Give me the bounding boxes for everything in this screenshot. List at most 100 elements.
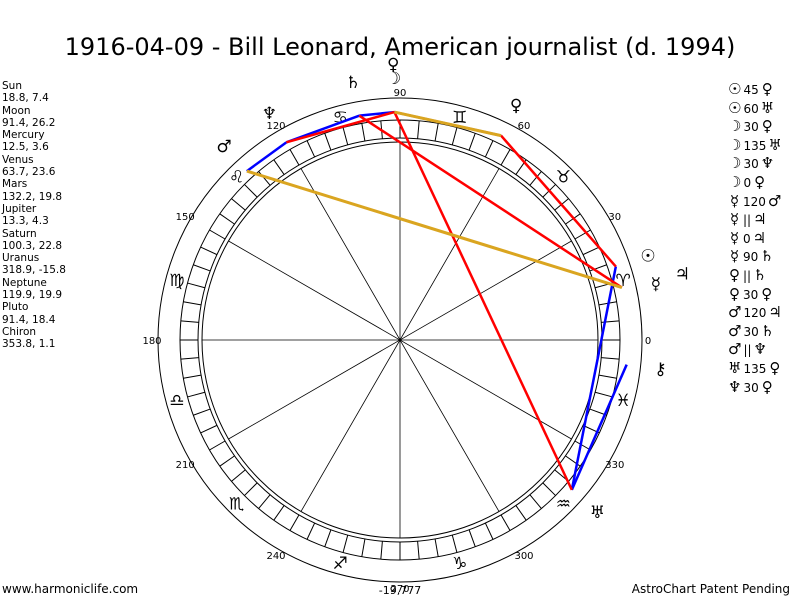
degree-tick [361, 538, 366, 557]
aspect-line [286, 110, 395, 144]
degree-tick [273, 505, 285, 521]
aspect-type: 135 [743, 138, 767, 153]
aspect-planet-glyph: ♄ [760, 247, 774, 266]
degree-tick [484, 522, 494, 540]
degree-tick [209, 229, 226, 240]
degree-tick [601, 357, 620, 360]
zodiac-sign-glyph: ♌ [229, 168, 244, 188]
aspect-type: 120 [743, 306, 767, 321]
aspect-planet-glyph: ☽ [728, 154, 742, 173]
degree-tick [529, 494, 542, 509]
degree-label: 120 [266, 121, 285, 132]
aspect-row: ♂ 30 ♄ [728, 322, 798, 341]
aspect-type: || [743, 213, 752, 228]
aspect-planet-glyph: ♃ [752, 228, 767, 247]
degree-label: 240 [266, 551, 285, 562]
degree-tick [574, 229, 591, 240]
position-name: Moon [2, 104, 31, 117]
aspect-type: 120 [743, 194, 766, 209]
degree-tick [187, 282, 206, 289]
footer-patent: AstroChart Patent Pending [631, 582, 790, 596]
aspect-planet-glyph: ♆ [753, 340, 767, 359]
aspect-planet-glyph: ♀ [761, 284, 773, 303]
aspect-type: 30 [743, 287, 759, 302]
aspect-line [246, 141, 288, 173]
degree-tick [500, 149, 511, 166]
planet-glyph: ☿ [651, 274, 661, 294]
footer-website[interactable]: www.harmoniclife.com [2, 582, 139, 596]
degree-tick [515, 505, 527, 521]
aspect-planet-glyph: ☉ [728, 98, 742, 117]
aspect-row: ♅ 135 ♀ [728, 359, 798, 378]
position-value: 18.8, 7.4 [2, 92, 49, 105]
degree-tick [417, 541, 420, 560]
degree-label: 0 [645, 336, 651, 347]
aspect-row: ♀ 30 ♀ [728, 285, 798, 304]
zodiac-sign-glyph: ♎ [169, 391, 184, 411]
degree-tick [209, 440, 226, 451]
zodiac-sign-glyph: ♍ [169, 271, 184, 291]
planet-glyph: ⚷ [654, 359, 666, 379]
aspect-row: ☿ || ♃ [728, 210, 798, 229]
planet-glyph: ☉ [640, 247, 655, 267]
position-name: Pluto [2, 301, 29, 314]
degree-tick [434, 123, 439, 142]
degree-tick [451, 534, 458, 553]
degree-tick [258, 171, 271, 186]
degree-label: 210 [176, 460, 195, 471]
degree-tick [187, 391, 206, 398]
degree-tick [451, 127, 458, 146]
position-value: 13.3, 4.3 [2, 215, 49, 228]
aspect-type: || [743, 268, 752, 283]
degree-tick [231, 198, 246, 211]
planet-glyph: ♀ [387, 55, 399, 75]
position-name: Mercury [2, 129, 45, 142]
aspect-row: ♂ 120 ♃ [728, 303, 798, 322]
degree-tick [289, 149, 300, 166]
degree-label: 150 [176, 212, 195, 223]
degree-tick [342, 127, 349, 146]
degree-tick [193, 408, 211, 416]
position-value: 353.8, 1.1 [2, 338, 56, 351]
degree-tick [258, 494, 271, 509]
aspect-type: 30 [743, 380, 759, 395]
aspect-line [394, 110, 502, 138]
aspect-row: ☽ 30 ♀ [728, 117, 798, 136]
degree-tick [529, 171, 542, 186]
aspect-type: 30 [743, 120, 759, 135]
aspect-list: ☉ 45 ♀ ☉ 60 ♅ ☽ 30 ♀ ☽ 135 ♅ ☽ 30 ♆ ☽ 0 ♀ ☿ 120 ♂ ☿ || ♃ ☿ 0 ♃ ☿ 90 ♄… [728, 80, 798, 396]
aspect-planet-glyph: ♀ [761, 117, 773, 136]
degree-tick [183, 374, 202, 379]
position-name: Sun [2, 80, 22, 92]
degree-tick [244, 184, 258, 198]
aspect-planet-glyph: ♄ [760, 321, 775, 340]
position-name: Saturn [2, 227, 37, 240]
aspect-type: 30 [743, 157, 759, 172]
aspect-line [570, 266, 618, 491]
aspect-line [570, 364, 628, 491]
degree-tick [594, 391, 613, 398]
degree-tick [306, 140, 316, 158]
degree-tick [574, 440, 591, 451]
position-name: Uranus [2, 252, 40, 265]
aspect-planet-glyph: ♃ [768, 303, 782, 322]
degree-tick [342, 534, 349, 553]
zodiac-sign-glyph: ♊ [452, 108, 467, 128]
aspect-planet-glyph: ☽ [728, 135, 742, 154]
zodiac-sign-glyph: ♐ [333, 554, 348, 574]
aspect-row: ♂ || ♆ [728, 340, 798, 359]
position-value: 91.4, 18.4 [2, 313, 56, 326]
degree-tick [434, 538, 439, 557]
aspect-planet-glyph: ♀ [761, 80, 773, 98]
degree-label: 270 [390, 584, 409, 595]
aspect-planet-glyph: ☿ [729, 228, 740, 247]
degree-tick [200, 246, 218, 256]
position-name: Venus [2, 153, 34, 166]
degree-tick [417, 120, 420, 139]
aspect-planet-glyph: ☿ [729, 210, 740, 229]
zodiac-sign-glyph: ♓ [616, 391, 631, 411]
planet-glyph: ♄ [346, 73, 361, 93]
aspect-row: ☿ 90 ♄ [728, 247, 798, 266]
degree-label: 60 [518, 121, 531, 132]
